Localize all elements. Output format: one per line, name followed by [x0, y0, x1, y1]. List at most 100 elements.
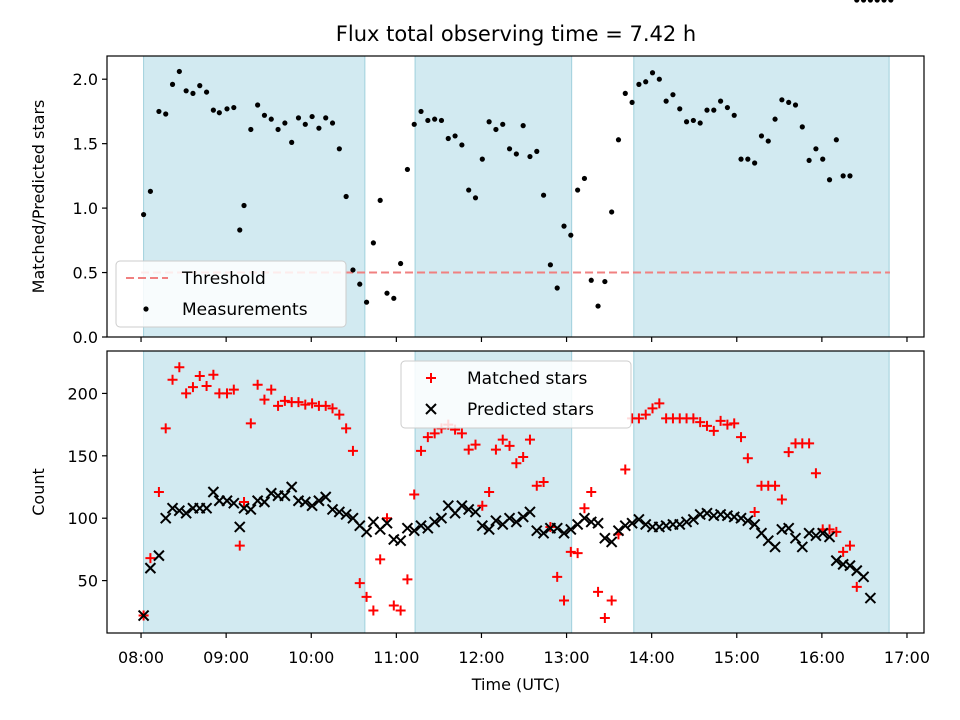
- matched-star-point: [524, 434, 535, 445]
- predicted-star-point: [306, 500, 318, 512]
- plot-frame: [106, 350, 925, 634]
- matched-star-point: [838, 546, 849, 557]
- predicted-star-point: [640, 518, 652, 531]
- predicted-star-point: [626, 517, 638, 529]
- matched-star-point: [174, 362, 185, 373]
- matched-star-point: [593, 586, 604, 597]
- measurement-point: [210, 107, 216, 113]
- measurement-point: [323, 115, 329, 121]
- matched-star-point: [538, 477, 549, 488]
- matched-star-point: [749, 506, 760, 517]
- matched-star-point: [201, 380, 212, 391]
- matched-star-point: [221, 388, 232, 399]
- matched-star-point: [552, 571, 563, 582]
- matched-star-point: [181, 388, 192, 399]
- matched-star-point: [736, 432, 747, 443]
- measurement-point: [602, 278, 608, 285]
- y-tick-label: 1.5: [73, 135, 98, 154]
- legend-label: Predicted stars: [467, 400, 594, 420]
- measurement-point: [241, 202, 247, 209]
- observing-window: [143, 350, 366, 634]
- predicted-star-point: [633, 513, 645, 526]
- matched-star-point: [633, 413, 644, 424]
- matched-star-point: [347, 445, 358, 456]
- measurement-point: [302, 121, 308, 127]
- measurement-point: [718, 98, 724, 104]
- predicted-star-point: [789, 532, 802, 544]
- measurement-point: [452, 133, 458, 139]
- measurement-point: [282, 120, 288, 126]
- predicted-star-point: [830, 554, 843, 567]
- x-tick-label: 14:00: [629, 648, 675, 667]
- predicted-star-point: [680, 516, 693, 528]
- predicted-star-point: [153, 549, 165, 562]
- matched-star-point: [409, 489, 420, 500]
- matched-star-point: [422, 432, 433, 443]
- matched-star-point: [831, 526, 842, 537]
- predicted-star-point: [510, 516, 523, 528]
- measurement-point: [493, 126, 499, 133]
- x-tick-label: 15:00: [714, 648, 760, 667]
- measurement-point: [237, 227, 243, 233]
- y-tick-label: 0.0: [73, 328, 98, 347]
- matched-star-point: [334, 409, 345, 420]
- legend-label: Measurements: [182, 300, 308, 320]
- measurement-point: [758, 133, 765, 139]
- matched-star-point: [368, 605, 379, 616]
- measurement-point: [799, 124, 805, 130]
- measurement-point: [357, 281, 363, 287]
- ratio-panel: 0.0 0.5 1.0 1.5 2.0 Matched/Predicted stars Th…: [29, 0, 925, 347]
- matched-star-point: [477, 500, 488, 511]
- measurement-point: [677, 106, 683, 112]
- measurement-point: [156, 108, 162, 115]
- predicted-star-point: [279, 490, 291, 502]
- matched-star-point: [742, 453, 753, 464]
- measurement-point: [506, 146, 513, 152]
- predicted-star-point: [782, 522, 795, 534]
- legend-box: [115, 260, 347, 328]
- measurement-point: [261, 112, 268, 118]
- matched-star-point: [327, 403, 338, 414]
- matched-star-point: [844, 540, 855, 551]
- measurement-point: [649, 70, 656, 76]
- measurement-point: [248, 126, 254, 133]
- measurement-point: [806, 157, 812, 164]
- measurement-point: [575, 187, 581, 193]
- matched-star-point: [381, 513, 392, 524]
- measurement-point: [772, 116, 778, 122]
- predicted-star-point: [483, 523, 495, 536]
- predicted-star-point: [490, 514, 502, 527]
- matched-star-point: [776, 494, 787, 505]
- measurement-point: [888, 0, 894, 3]
- predicted-star-point: [394, 534, 407, 547]
- predicted-star-point: [340, 508, 352, 521]
- matched-star-point: [145, 553, 156, 564]
- measurement-point: [445, 135, 451, 142]
- measurement-point: [169, 81, 176, 87]
- x-tick-label: 16:00: [799, 648, 845, 667]
- measurement-point: [670, 92, 676, 98]
- matched-star-point: [194, 370, 205, 381]
- measurement-point: [833, 137, 839, 143]
- measurement-point: [786, 99, 792, 106]
- predicted-star-point: [810, 529, 822, 542]
- measurement-point: [724, 104, 731, 111]
- matched-star-point: [341, 423, 352, 434]
- matched-star-point: [620, 464, 631, 475]
- predicted-star-point: [558, 527, 570, 539]
- measurement-point: [847, 173, 853, 179]
- matched-star-point: [606, 595, 617, 606]
- measurement-point: [656, 76, 662, 82]
- predicted-star-point: [435, 512, 448, 524]
- matched-star-point: [208, 369, 219, 380]
- x-tick-label: 09:00: [203, 648, 249, 667]
- y-tick-label: 150: [67, 447, 98, 466]
- y-axis-label: Count: [29, 468, 48, 516]
- measurement-point: [588, 277, 594, 283]
- measurement-point: [500, 121, 506, 127]
- predicted-star-point: [469, 506, 482, 518]
- count-panel: 50 100 150 200 08:00 09:00 10:00 11:00 12:00 13:0…: [29, 351, 930, 667]
- predicted-star-point: [857, 571, 870, 583]
- legend-label: Threshold: [181, 269, 266, 289]
- measurement-point: [840, 173, 846, 179]
